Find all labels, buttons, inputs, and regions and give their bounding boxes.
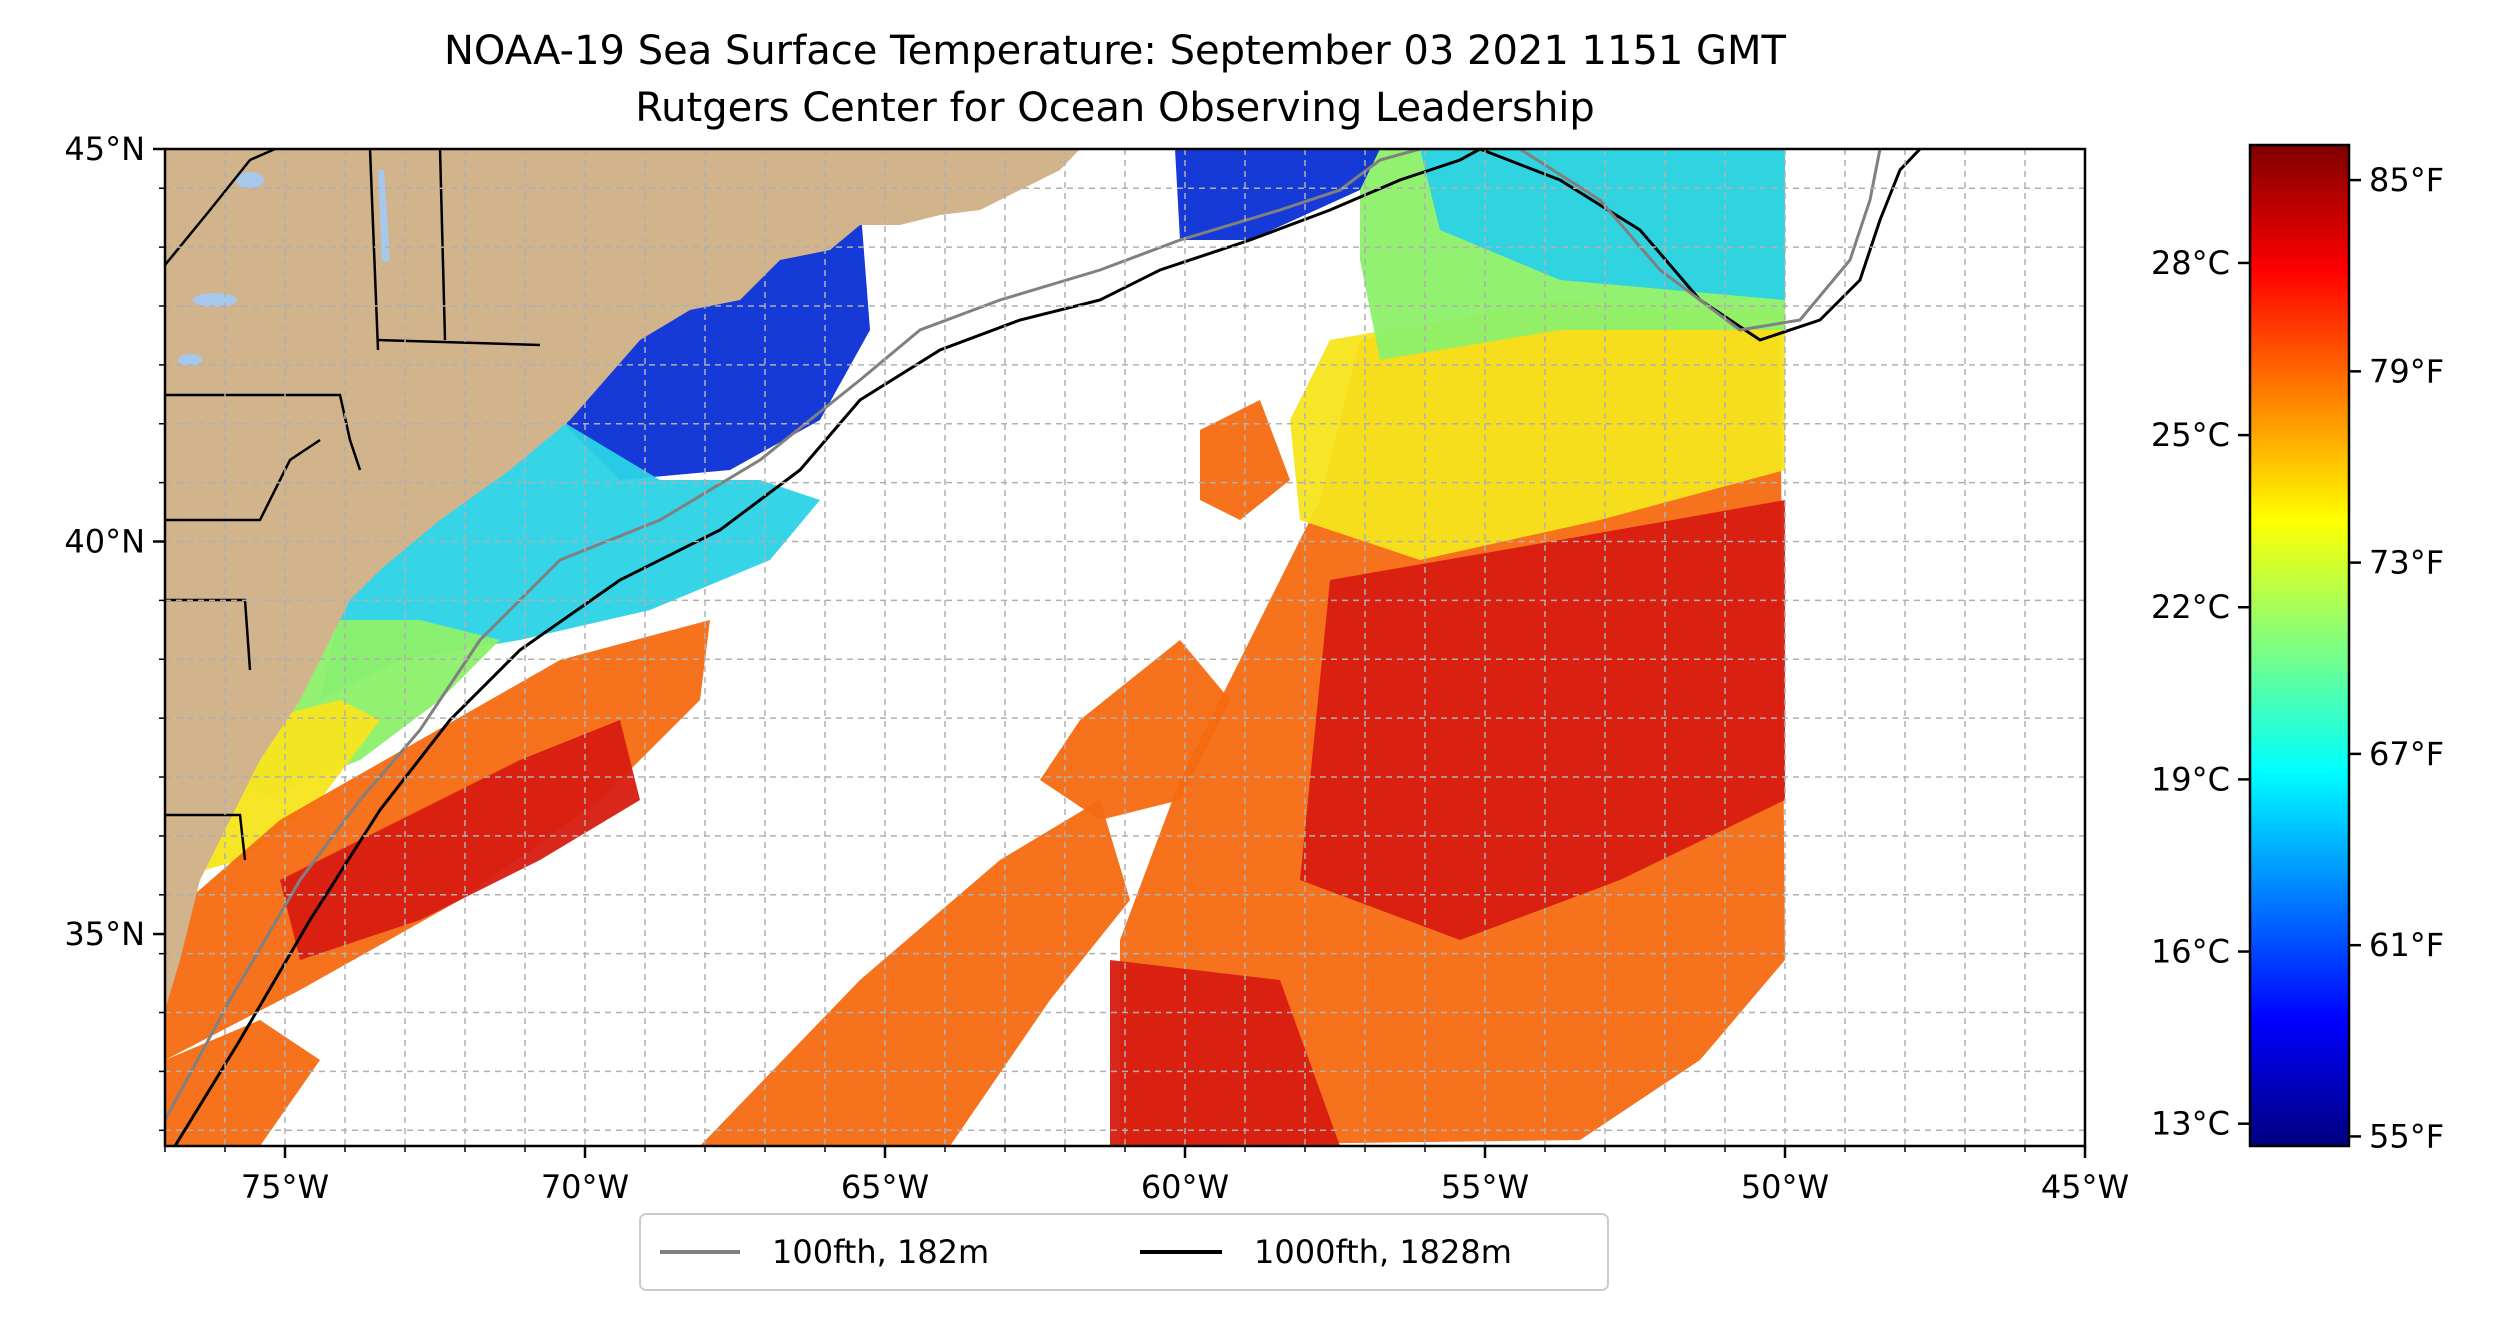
lake-3 bbox=[178, 354, 202, 366]
contour-1000fth bbox=[173, 149, 1481, 1146]
lat-axis: 45°N 40°N 35°N bbox=[64, 130, 165, 1132]
state-line-3 bbox=[438, 149, 447, 341]
sst-region-hot-streamer-1 bbox=[1040, 640, 1230, 820]
state-line-6 bbox=[165, 438, 321, 522]
colorbar-celsius-label: 13°C bbox=[2151, 1105, 2230, 1143]
colorbar-fahrenheit-label: 67°F bbox=[2369, 735, 2444, 773]
lake-1 bbox=[236, 172, 264, 188]
colorbar-fahrenheit-label: 73°F bbox=[2369, 544, 2444, 582]
contour-1000fth-east bbox=[1479, 149, 1922, 342]
colorbar-fahrenheit-label: 61°F bbox=[2369, 926, 2444, 964]
colorbar: 28°C 25°C 22°C 19°C 16°C 13°C 85°F 79°F 73°F 67°… bbox=[2151, 143, 2444, 1155]
map-panel bbox=[165, 149, 2085, 1146]
colorbar-celsius-label: 16°C bbox=[2151, 933, 2230, 971]
colorbar-fahrenheit-label: 79°F bbox=[2369, 352, 2444, 390]
lon-tick-label: 70°W bbox=[541, 1168, 629, 1206]
sst-region-hot-streamer-2 bbox=[700, 800, 1130, 1146]
lon-tick-label: 50°W bbox=[1741, 1168, 1829, 1206]
lon-tick-label: 75°W bbox=[241, 1168, 329, 1206]
lon-tick-label: 65°W bbox=[841, 1168, 929, 1206]
legend: 100fth, 182m 1000fth, 1828m bbox=[639, 1213, 1609, 1291]
lon-tick-label: 45°W bbox=[2041, 1168, 2129, 1206]
state-line-1 bbox=[165, 149, 276, 266]
sst-region-hottest-east bbox=[1300, 500, 1785, 940]
colorbar-celsius-ticks: 28°C 25°C 22°C 19°C 16°C 13°C bbox=[2151, 244, 2250, 1143]
lake-champlain bbox=[378, 170, 390, 262]
colorbar-fahrenheit-label: 85°F bbox=[2369, 161, 2444, 199]
lakes bbox=[178, 170, 390, 366]
colorbar-celsius-label: 22°C bbox=[2151, 588, 2230, 626]
colorbar-fahrenheit-ticks: 85°F 79°F 73°F 67°F 61°F 55°F bbox=[2349, 161, 2444, 1155]
colorbar-fahrenheit-label: 55°F bbox=[2369, 1117, 2444, 1155]
lat-tick-label: 40°N bbox=[64, 523, 145, 561]
sst-region-hottest-south bbox=[1110, 960, 1340, 1146]
gridlines bbox=[165, 149, 2085, 1146]
lon-tick-label: 60°W bbox=[1141, 1168, 1229, 1206]
map-subtitle: Rutgers Center for Ocean Observing Leade… bbox=[635, 85, 1595, 131]
contour-100fth-east bbox=[1519, 149, 1882, 332]
lon-tick-label: 55°W bbox=[1441, 1168, 1529, 1206]
sst-field bbox=[165, 149, 1785, 1146]
legend-box bbox=[639, 1213, 1609, 1291]
state-line-8 bbox=[165, 813, 247, 861]
state-line-2 bbox=[368, 149, 380, 351]
colorbar-celsius-label: 28°C bbox=[2151, 244, 2230, 282]
map-title: NOAA-19 Sea Surface Temperature: Septemb… bbox=[444, 28, 1787, 74]
lat-tick-label: 45°N bbox=[64, 130, 145, 168]
lake-2 bbox=[193, 293, 237, 307]
lat-tick-label: 35°N bbox=[64, 915, 145, 953]
lon-axis: 75°W 70°W 65°W 60°W 55°W 50°W 45°W bbox=[164, 1146, 2129, 1206]
sst-region-cool-north bbox=[1420, 149, 1785, 300]
colorbar-celsius-label: 25°C bbox=[2151, 416, 2230, 454]
sst-region-cold-north bbox=[1175, 149, 1380, 240]
colorbar-celsius-label: 19°C bbox=[2151, 760, 2230, 798]
legend-label-100fth: 100fth, 182m bbox=[772, 1233, 989, 1271]
sst-region-hottest-mid-atlantic bbox=[280, 720, 640, 960]
contour-100fth bbox=[165, 149, 1421, 1121]
colorbar-bar bbox=[2248, 143, 2351, 1148]
legend-label-1000fth: 1000fth, 1828m bbox=[1254, 1233, 1512, 1271]
